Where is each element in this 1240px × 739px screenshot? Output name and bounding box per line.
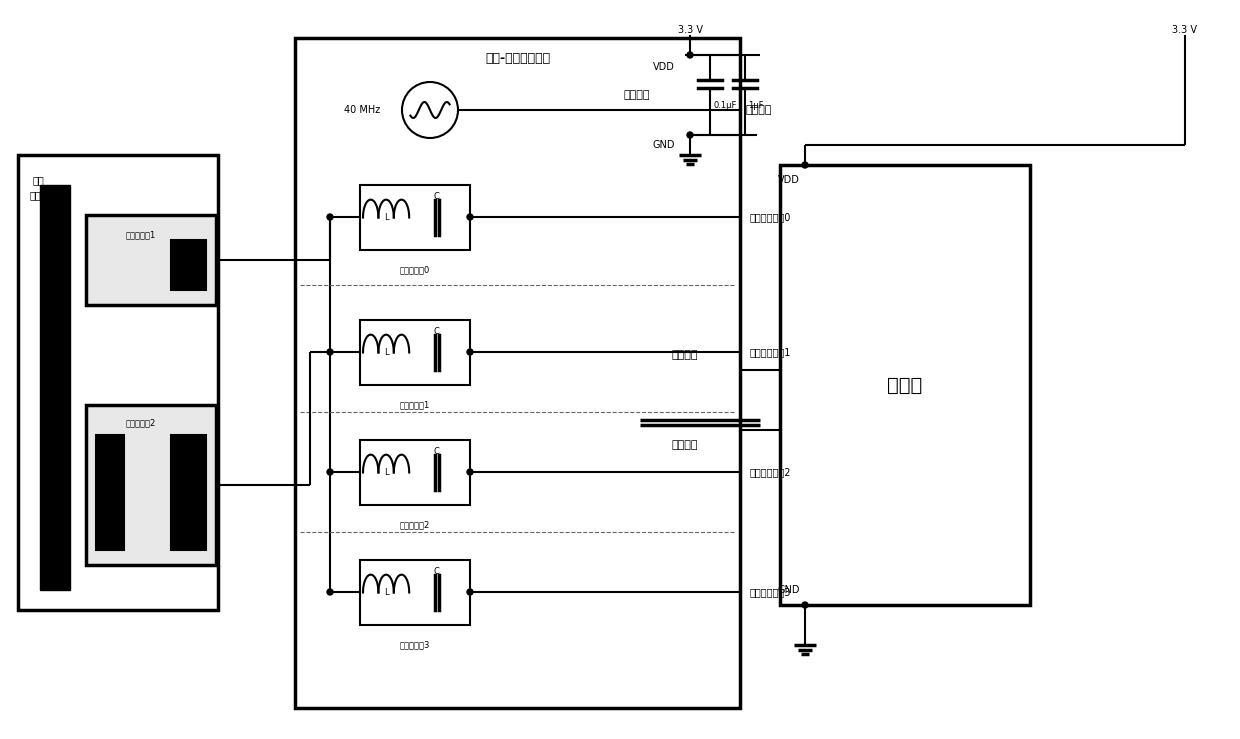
Circle shape (327, 214, 334, 220)
Text: 参考传感器2: 参考传感器2 (399, 520, 430, 530)
Bar (95, 435, 124, 550)
Circle shape (467, 469, 472, 475)
Text: 单片机: 单片机 (888, 375, 923, 395)
Text: C: C (434, 192, 440, 201)
Text: 参考传感器3: 参考传感器3 (399, 641, 430, 650)
Text: 电容测量通道2: 电容测量通道2 (750, 467, 791, 477)
Circle shape (467, 349, 472, 355)
Text: 液位: 液位 (32, 175, 43, 185)
Circle shape (327, 469, 334, 475)
Text: 参考传感器1: 参考传感器1 (399, 401, 430, 409)
Text: VDD: VDD (779, 175, 800, 185)
Text: C: C (434, 447, 440, 456)
Text: GND: GND (777, 585, 800, 595)
Circle shape (327, 349, 334, 355)
Text: 3.3 V: 3.3 V (1173, 25, 1198, 35)
Circle shape (802, 162, 808, 168)
Text: 40 MHz: 40 MHz (343, 105, 379, 115)
Text: L: L (384, 348, 388, 357)
Circle shape (467, 589, 472, 595)
Bar (86, 405, 216, 565)
Bar (360, 185, 470, 250)
Text: 传感器: 传感器 (30, 190, 47, 200)
Text: L: L (384, 588, 388, 597)
Bar (360, 560, 470, 625)
Text: 信号控制: 信号控制 (672, 350, 698, 360)
Bar (295, 38, 740, 708)
Text: C: C (434, 327, 440, 336)
Text: 0.1μF: 0.1μF (713, 101, 737, 109)
Text: 电容测量通道0: 电容测量通道0 (750, 212, 791, 222)
Bar (360, 440, 470, 505)
Text: 环形传感器1: 环形传感器1 (126, 231, 156, 239)
Text: GND: GND (652, 140, 675, 150)
Circle shape (687, 132, 693, 138)
Circle shape (687, 52, 693, 58)
Text: L: L (384, 213, 388, 222)
Text: 1μF: 1μF (748, 101, 764, 109)
Text: 时钟输入: 时钟输入 (745, 105, 771, 115)
Text: 电容-频率转换模块: 电容-频率转换模块 (485, 52, 551, 64)
Text: 电源输入: 电源输入 (624, 90, 650, 100)
Bar (40, 185, 69, 590)
Bar (171, 435, 206, 550)
Bar (780, 165, 1030, 605)
Bar (360, 320, 470, 385)
Text: C: C (434, 568, 440, 576)
Text: 环形传感器2: 环形传感器2 (126, 418, 156, 427)
Text: VDD: VDD (653, 62, 675, 72)
Circle shape (327, 589, 334, 595)
Bar (171, 240, 206, 290)
Text: 电容测量通道3: 电容测量通道3 (750, 587, 791, 597)
Bar (19, 155, 218, 610)
Text: 参考传感器0: 参考传感器0 (399, 265, 430, 274)
Bar (86, 215, 216, 305)
Circle shape (467, 214, 472, 220)
Circle shape (802, 602, 808, 608)
Text: 数据传输: 数据传输 (672, 440, 698, 450)
Text: L: L (384, 468, 388, 477)
Text: 电容测量通道1: 电容测量通道1 (750, 347, 791, 357)
Text: 3.3 V: 3.3 V (677, 25, 703, 35)
